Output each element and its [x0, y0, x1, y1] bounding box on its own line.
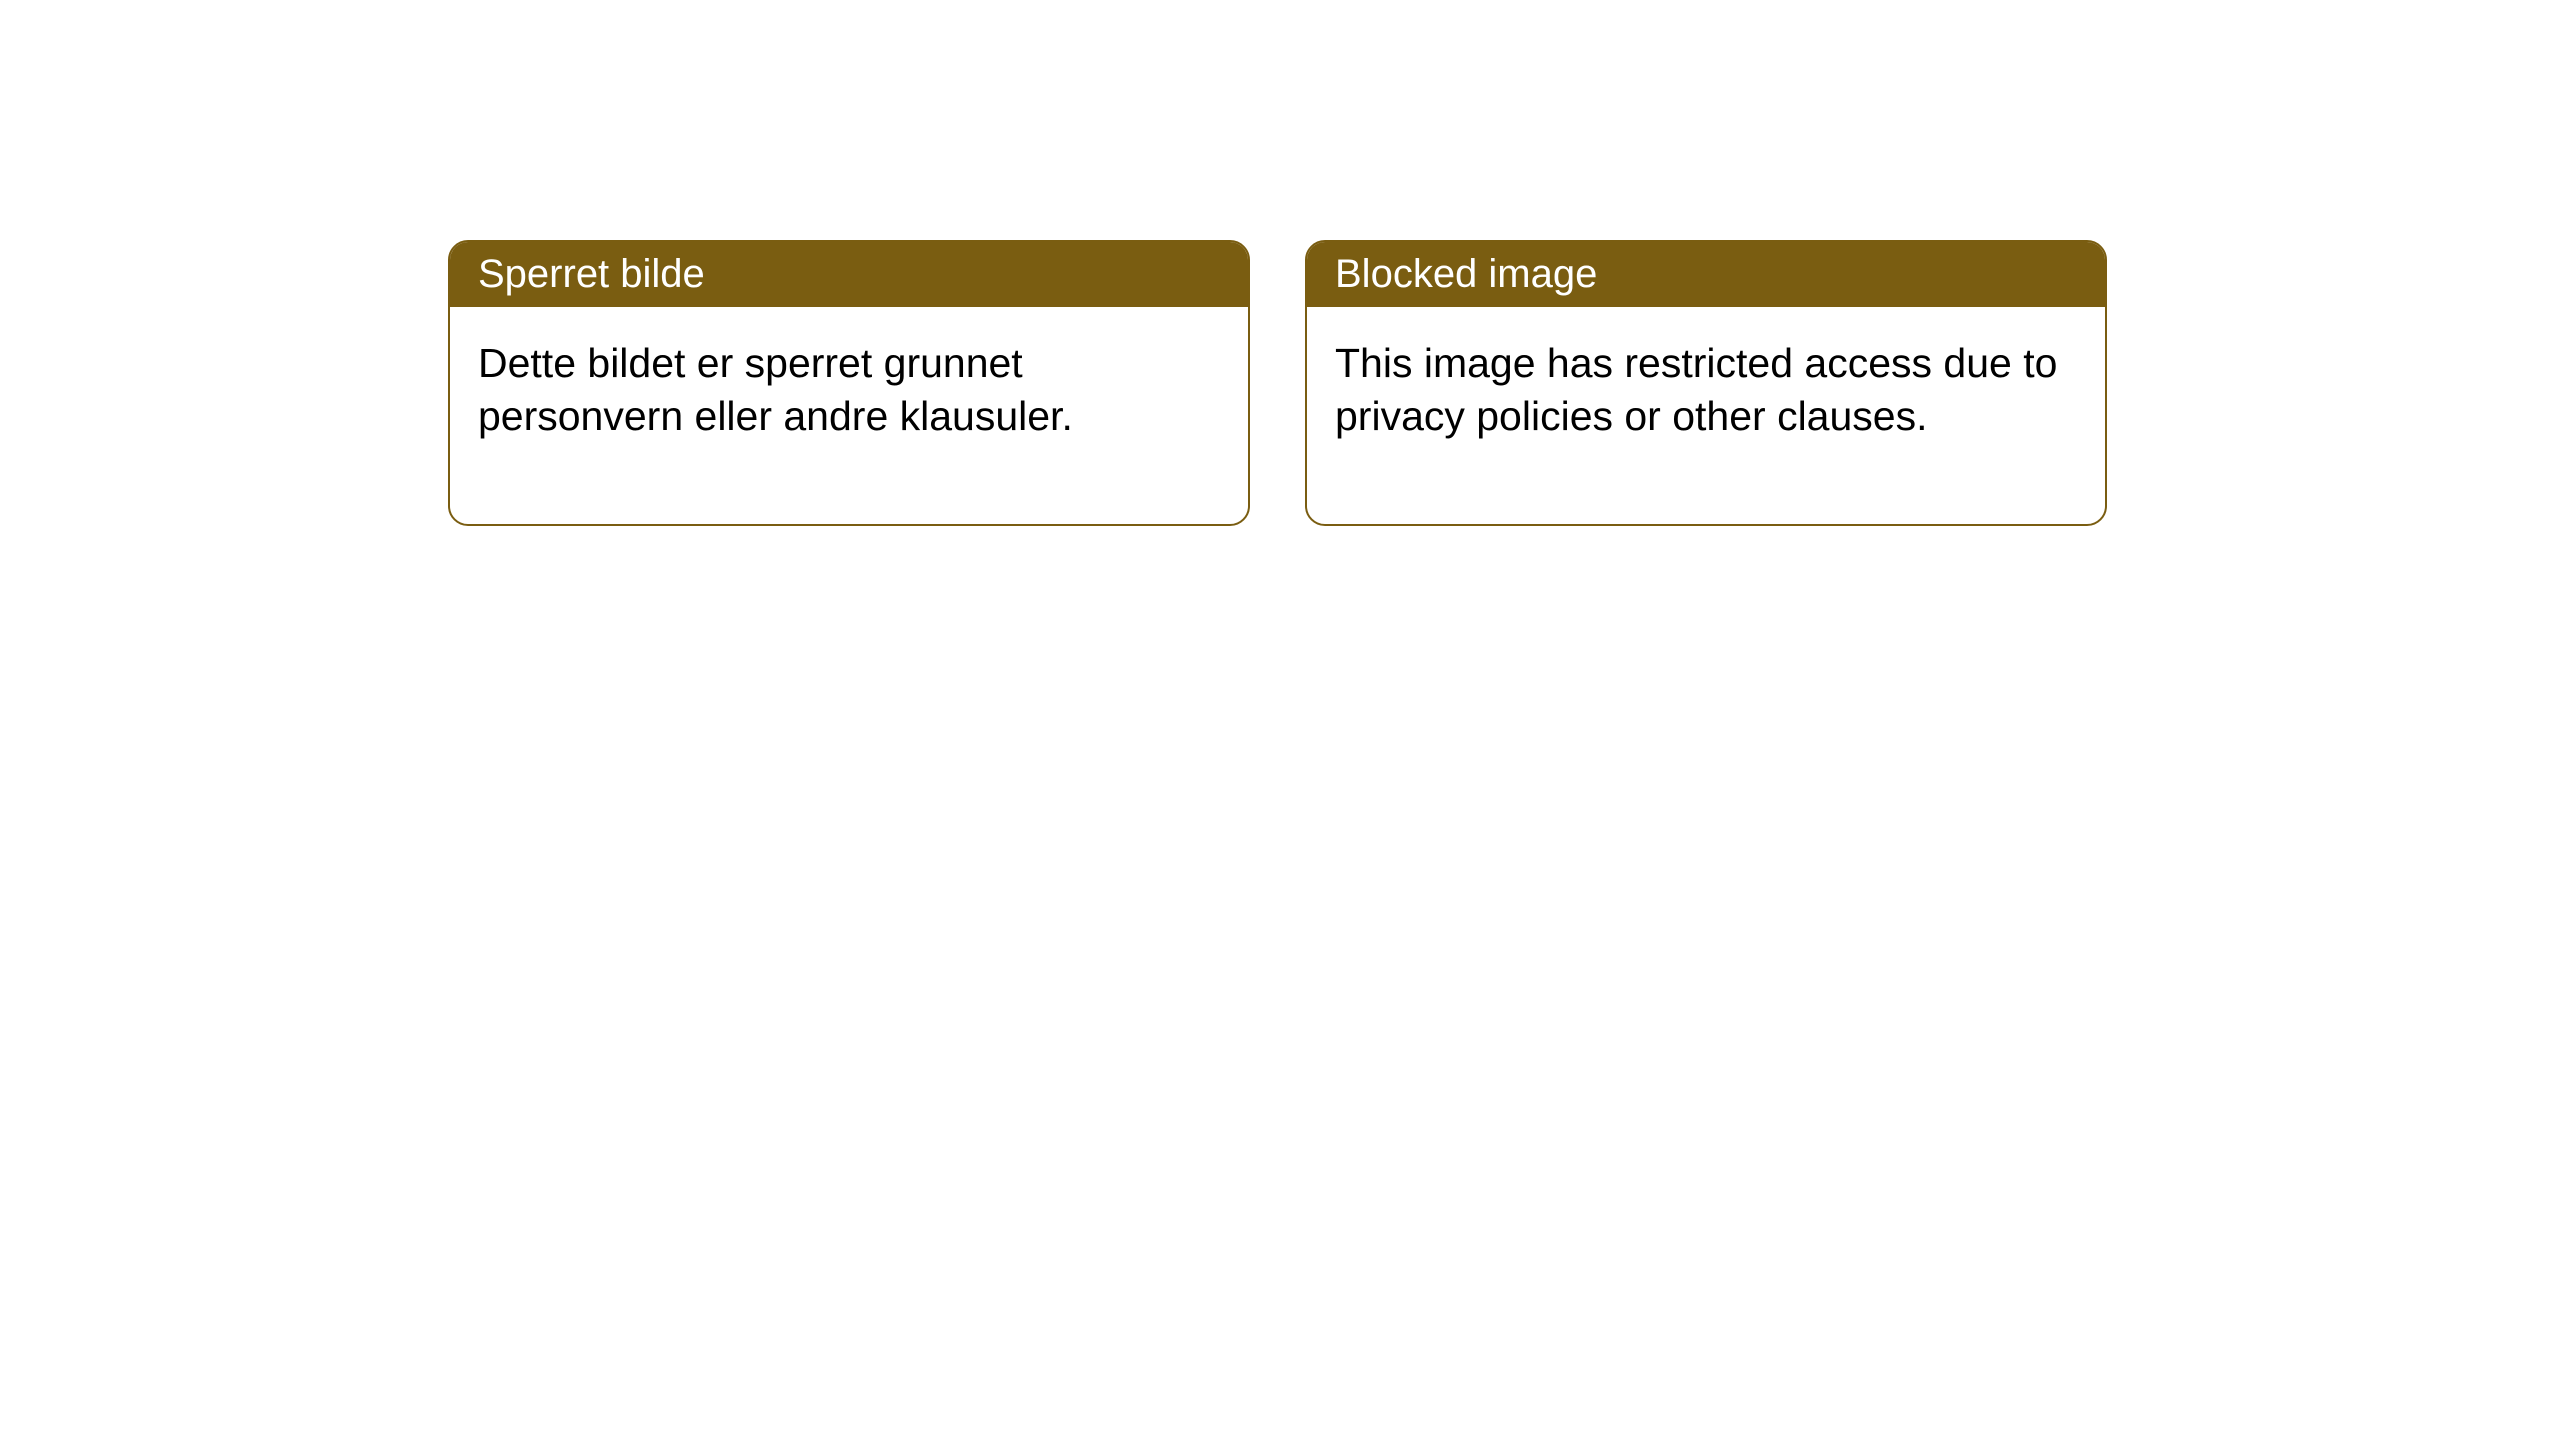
notice-message: Dette bildet er sperret grunnet personve…: [478, 340, 1073, 439]
notice-body: This image has restricted access due to …: [1307, 307, 2105, 524]
notice-title: Blocked image: [1335, 252, 1597, 296]
notice-card-norwegian: Sperret bilde Dette bildet er sperret gr…: [448, 240, 1250, 526]
notice-body: Dette bildet er sperret grunnet personve…: [450, 307, 1248, 524]
notice-container: Sperret bilde Dette bildet er sperret gr…: [448, 240, 2107, 526]
notice-message: This image has restricted access due to …: [1335, 340, 2057, 439]
notice-header: Sperret bilde: [450, 242, 1248, 307]
notice-card-english: Blocked image This image has restricted …: [1305, 240, 2107, 526]
notice-header: Blocked image: [1307, 242, 2105, 307]
notice-title: Sperret bilde: [478, 252, 705, 296]
